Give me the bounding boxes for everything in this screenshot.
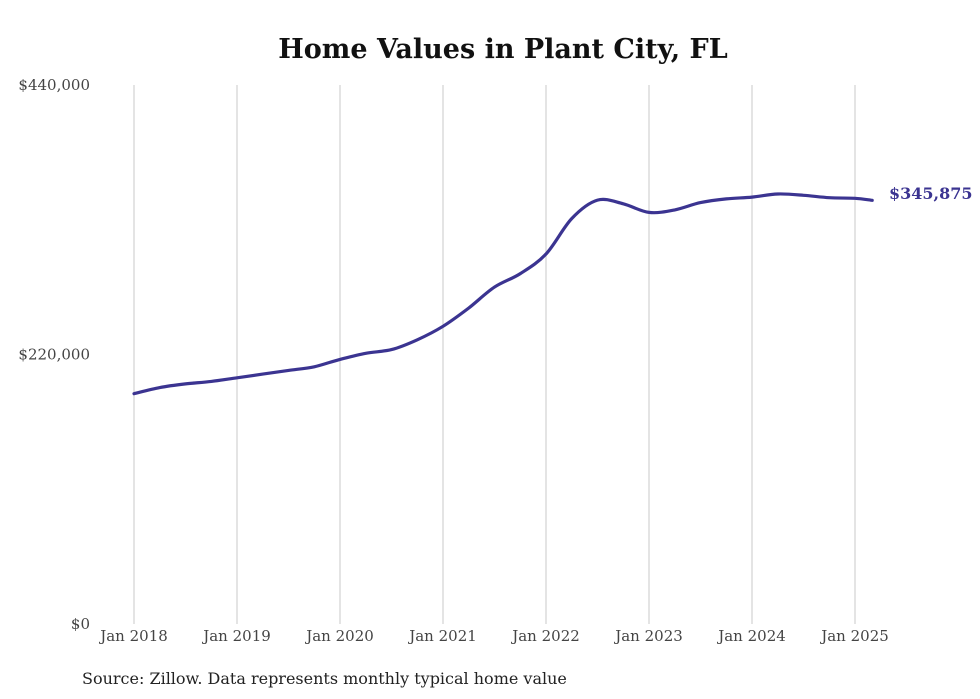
series-line — [132, 192, 874, 396]
y-tick-label: $220,000 — [18, 346, 90, 364]
x-tick-label: Jan 2018 — [98, 627, 168, 645]
chart-title: Home Values in Plant City, FL — [278, 34, 727, 65]
y-tick-label: $0 — [71, 615, 90, 633]
x-tick-label: Jan 2019 — [201, 627, 271, 645]
y-tick-label: $440,000 — [18, 76, 90, 94]
x-tick-label: Jan 2021 — [407, 627, 477, 645]
x-tick-label: Jan 2025 — [819, 627, 889, 645]
x-axis-ticks: Jan 2018 Jan 2019 Jan 2020 Jan 2021 Jan 2022… — [98, 627, 889, 645]
x-tick-label: Jan 2020 — [304, 627, 374, 645]
y-axis-ticks: $0 $220,000 $440,000 — [18, 76, 90, 633]
source-note: Source: Zillow. Data represents monthly … — [82, 669, 567, 688]
end-value-label: $345,875 — [889, 184, 973, 203]
gridlines — [133, 85, 856, 624]
x-tick-label: Jan 2024 — [716, 627, 786, 645]
x-tick-label: Jan 2022 — [510, 627, 580, 645]
x-tick-label: Jan 2023 — [613, 627, 683, 645]
